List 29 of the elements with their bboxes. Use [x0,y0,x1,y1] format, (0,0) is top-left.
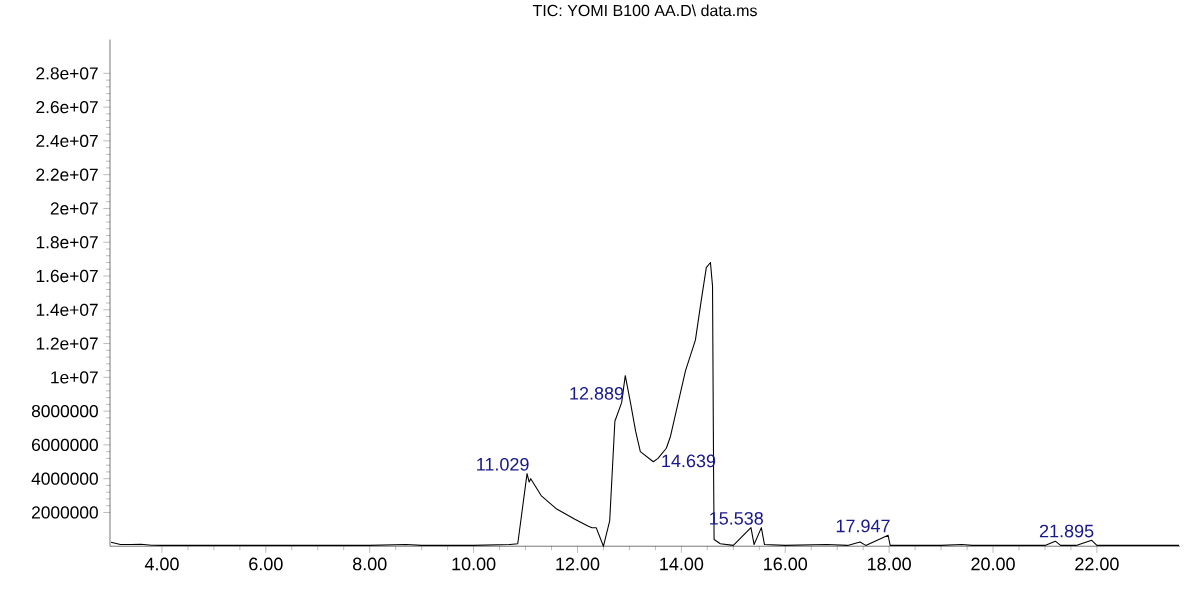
x-tick-label: 16.00 [764,557,808,571]
y-tick-label: 2e+07 [50,202,98,215]
y-tick-label: 1e+07 [51,371,98,384]
y-tick-label: 4000000 [31,472,98,485]
x-tick-label: 10.00 [452,557,496,571]
y-tick-label: 2.4e+07 [36,134,98,147]
x-tick-label: 20.00 [971,557,1015,571]
annotation: 17.947 [836,519,890,533]
annotation: 11.029 [477,457,529,471]
x-tick-label: 4.00 [144,557,179,571]
annotation: 12.889 [570,386,624,400]
x-tick-label: 14.00 [660,557,704,571]
chart-title: TIC: YOMI B100 AA.D\ data.ms [532,4,757,17]
x-tick-label: 12.00 [556,557,600,571]
y-tick-label: 6000000 [32,438,98,451]
y-tick-label: 2000000 [32,506,98,519]
x-tick-label: 8.00 [352,557,387,571]
y-tick-label: 1.8e+07 [36,235,98,249]
y-tick-label: 2.6e+07 [36,100,98,114]
y-tick-label: 1.6e+07 [36,269,98,283]
x-tick-label: 6.00 [249,557,283,571]
annotation: 21.895 [1039,524,1094,538]
y-tick-label: 2.8e+07 [36,67,98,80]
y-tick-label: 2.2e+07 [36,168,98,181]
y-tick-label: 8000000 [31,404,98,418]
x-tick-label: 18.00 [868,557,911,571]
y-tick-label: 1.4e+07 [36,303,98,316]
x-tick-label: 22.00 [1075,557,1119,571]
y-tick-label: 1.2e+07 [36,337,98,350]
